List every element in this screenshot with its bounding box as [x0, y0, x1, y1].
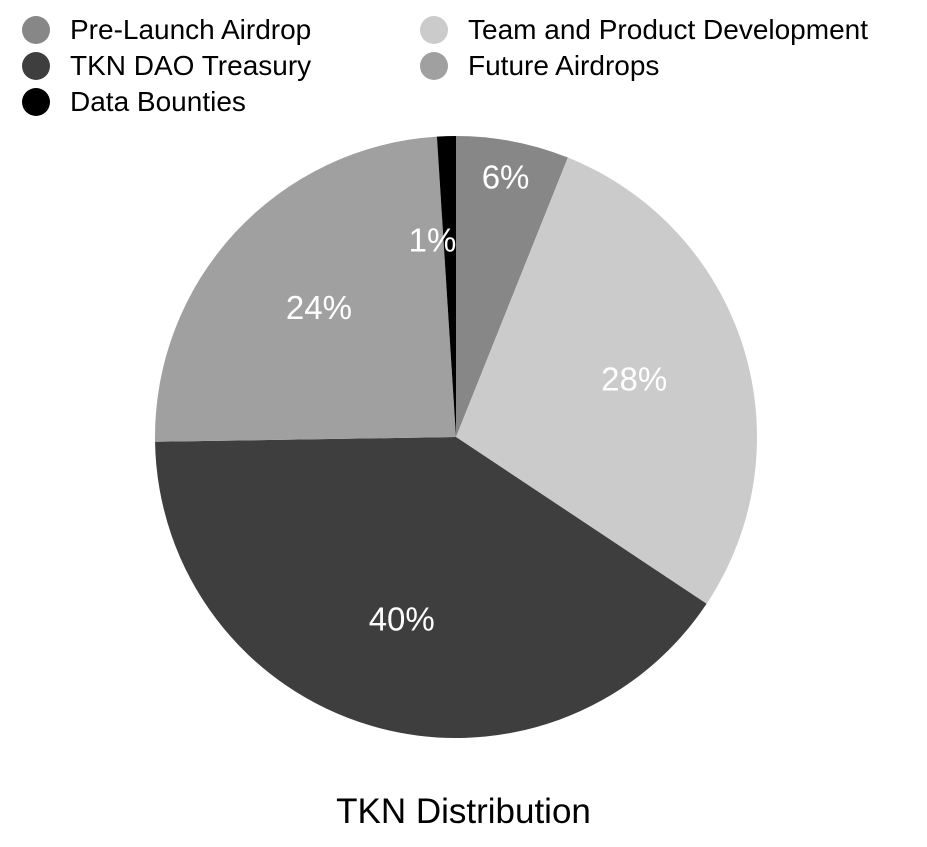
legend-swatch-icon — [22, 88, 50, 116]
legend-item-tkn-dao-treasury[interactable]: TKN DAO Treasury — [22, 48, 311, 84]
legend-label: Future Airdrops — [468, 50, 660, 81]
pie-slice-future-airdrops[interactable] — [155, 136, 456, 442]
pie-slice-tkn-dao-treasury[interactable] — [155, 437, 707, 738]
legend-swatch-icon — [420, 16, 448, 44]
legend-swatch-icon — [22, 52, 50, 80]
pie-labels: 6% 28% 40% 24% 1% — [286, 159, 667, 638]
pie-slices — [155, 136, 757, 738]
legend-item-future-airdrops[interactable]: Future Airdrops — [420, 48, 659, 84]
slice-percent-label: 40% — [369, 601, 435, 638]
legend-swatch-icon — [22, 16, 50, 44]
chart-legend: Pre-Launch Airdrop Team and Product Deve… — [0, 0, 927, 125]
legend-label: Data Bounties — [70, 86, 246, 117]
legend-swatch-icon — [420, 52, 448, 80]
slice-percent-label: 28% — [601, 360, 667, 397]
chart-title: TKN Distribution — [336, 792, 591, 831]
slice-percent-label: 1% — [409, 221, 457, 258]
legend-label: Pre-Launch Airdrop — [70, 14, 312, 45]
legend-item-data-bounties[interactable]: Data Bounties — [22, 84, 246, 120]
pie-slice-team-and-product-development[interactable] — [456, 157, 757, 604]
legend-label: Team and Product Development — [468, 14, 868, 45]
slice-percent-label: 6% — [482, 159, 530, 196]
legend-item-pre-launch-airdrop[interactable]: Pre-Launch Airdrop — [22, 12, 311, 48]
legend-item-team-and-product-development[interactable]: Team and Product Development — [420, 12, 868, 48]
legend-label: TKN DAO Treasury — [70, 50, 312, 81]
slice-percent-label: 24% — [286, 289, 352, 326]
pie-slice-data-bounties[interactable] — [436, 136, 456, 437]
pie-slice-pre-launch-airdrop[interactable] — [456, 136, 568, 437]
